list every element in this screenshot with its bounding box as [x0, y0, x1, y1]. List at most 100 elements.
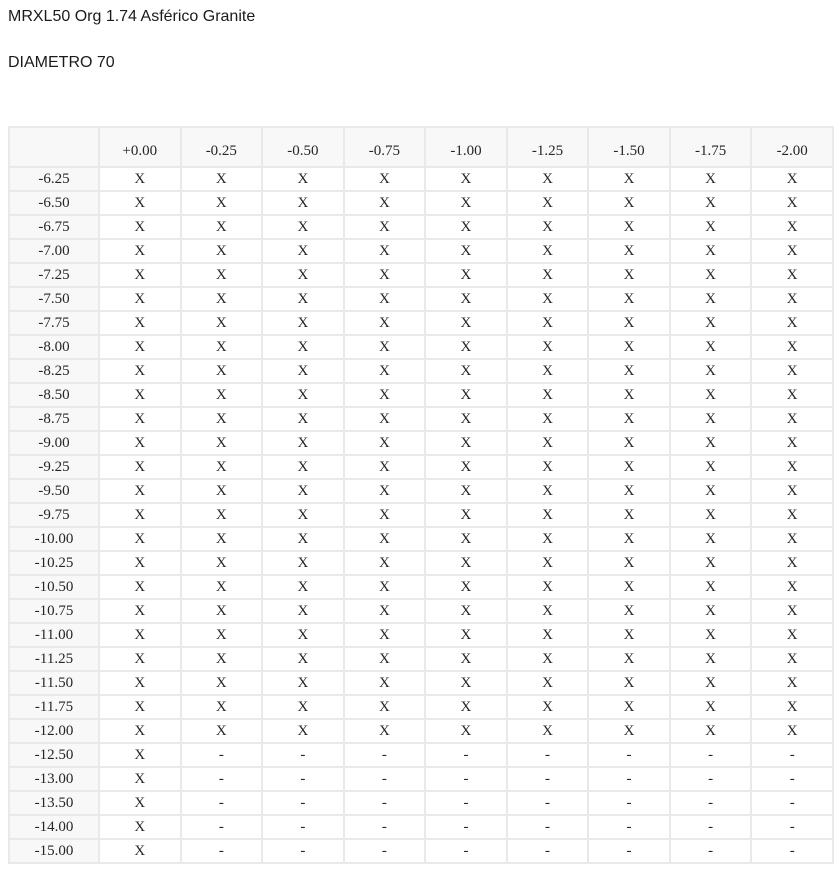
availability-cell: X — [587, 334, 671, 360]
availability-cell: X — [668, 166, 753, 192]
availability-cell: X — [424, 358, 508, 384]
availability-cell: X — [261, 166, 345, 192]
availability-cell: X — [668, 622, 753, 648]
row-label: -11.00 — [8, 622, 100, 648]
column-header: +0.00 — [98, 126, 182, 168]
availability-cell: X — [424, 574, 508, 600]
availability-cell: X — [98, 574, 182, 600]
row-label: -13.00 — [8, 766, 100, 792]
row-label: -9.00 — [8, 430, 100, 456]
table-body: -6.25 X X X X X X X X X -6.50 X X X X X X X X X -6.75 X X X X X X X… — [8, 166, 834, 864]
availability-cell: X — [98, 430, 182, 456]
availability-cell: X — [261, 190, 345, 216]
availability-cell: X — [179, 646, 264, 672]
availability-cell: X — [179, 190, 264, 216]
availability-cell: X — [342, 214, 427, 240]
table-row: -12.50 X - - - - - - - - — [8, 742, 834, 768]
row-label: -11.25 — [8, 646, 100, 672]
availability-cell: X — [750, 382, 834, 408]
availability-cell: X — [261, 694, 345, 720]
availability-cell: X — [587, 478, 671, 504]
availability-cell: X — [750, 502, 834, 528]
availability-cell: X — [179, 286, 264, 312]
availability-cell: - — [261, 838, 345, 864]
availability-cell: X — [179, 574, 264, 600]
availability-cell: - — [668, 742, 753, 768]
availability-cell: - — [424, 766, 508, 792]
table-row: -8.50 X X X X X X X X X — [8, 382, 834, 408]
availability-cell: - — [261, 790, 345, 816]
availability-cell: X — [179, 502, 264, 528]
availability-cell: X — [342, 478, 427, 504]
availability-cell: X — [750, 406, 834, 432]
availability-cell: - — [342, 838, 427, 864]
availability-cell: X — [179, 478, 264, 504]
availability-cell: X — [750, 478, 834, 504]
availability-cell: X — [424, 646, 508, 672]
availability-cell: X — [179, 454, 264, 480]
availability-cell: X — [587, 214, 671, 240]
availability-cell: X — [587, 454, 671, 480]
availability-cell: X — [587, 670, 671, 696]
availability-cell: - — [261, 766, 345, 792]
availability-cell: X — [179, 526, 264, 552]
availability-cell: - — [750, 790, 834, 816]
availability-cell: X — [587, 430, 671, 456]
availability-cell: X — [424, 286, 508, 312]
row-label: -7.75 — [8, 310, 100, 336]
availability-cell: X — [505, 598, 590, 624]
availability-cell: X — [261, 238, 345, 264]
table-row: -11.75 X X X X X X X X X — [8, 694, 834, 720]
availability-cell: X — [750, 622, 834, 648]
table-row: -7.25 X X X X X X X X X — [8, 262, 834, 288]
table-row: -6.50 X X X X X X X X X — [8, 190, 834, 216]
row-label: -6.75 — [8, 214, 100, 240]
availability-cell: X — [587, 310, 671, 336]
availability-cell: X — [505, 214, 590, 240]
availability-cell: X — [505, 526, 590, 552]
availability-cell: X — [179, 334, 264, 360]
availability-cell: X — [750, 598, 834, 624]
availability-cell: X — [505, 166, 590, 192]
availability-cell: X — [179, 238, 264, 264]
availability-cell: - — [505, 814, 590, 840]
availability-cell: X — [505, 694, 590, 720]
column-header: -0.25 — [179, 126, 264, 168]
availability-cell: - — [750, 766, 834, 792]
table-row: -7.00 X X X X X X X X X — [8, 238, 834, 264]
availability-cell: X — [261, 286, 345, 312]
availability-cell: - — [587, 742, 671, 768]
availability-cell: X — [750, 286, 834, 312]
availability-cell: X — [261, 262, 345, 288]
row-label: -8.50 — [8, 382, 100, 408]
availability-cell: X — [505, 334, 590, 360]
availability-cell: X — [342, 286, 427, 312]
row-label: -10.50 — [8, 574, 100, 600]
availability-cell: X — [505, 478, 590, 504]
table-row: -7.75 X X X X X X X X X — [8, 310, 834, 336]
table-row: -6.25 X X X X X X X X X — [8, 166, 834, 192]
availability-cell: - — [424, 814, 508, 840]
availability-cell: X — [179, 406, 264, 432]
availability-cell: X — [98, 838, 182, 864]
column-header: -2.00 — [750, 126, 834, 168]
availability-cell: - — [668, 814, 753, 840]
availability-cell: X — [668, 334, 753, 360]
header-row: +0.00 -0.25 -0.50 -0.75 -1.00 -1.25 -1.50 -1.75… — [8, 126, 834, 168]
availability-cell: X — [261, 334, 345, 360]
availability-cell: X — [98, 670, 182, 696]
availability-cell: X — [424, 622, 508, 648]
availability-cell: X — [179, 166, 264, 192]
availability-cell: X — [342, 358, 427, 384]
availability-cell: X — [424, 526, 508, 552]
row-label: -6.50 — [8, 190, 100, 216]
availability-cell: - — [505, 766, 590, 792]
availability-cell: X — [668, 454, 753, 480]
row-label: -10.25 — [8, 550, 100, 576]
availability-cell: X — [98, 790, 182, 816]
availability-cell: - — [750, 838, 834, 864]
availability-cell: X — [668, 574, 753, 600]
page-subtitle: DIAMETRO 70 — [8, 54, 115, 71]
table-row: -9.50 X X X X X X X X X — [8, 478, 834, 504]
availability-cell: X — [342, 454, 427, 480]
